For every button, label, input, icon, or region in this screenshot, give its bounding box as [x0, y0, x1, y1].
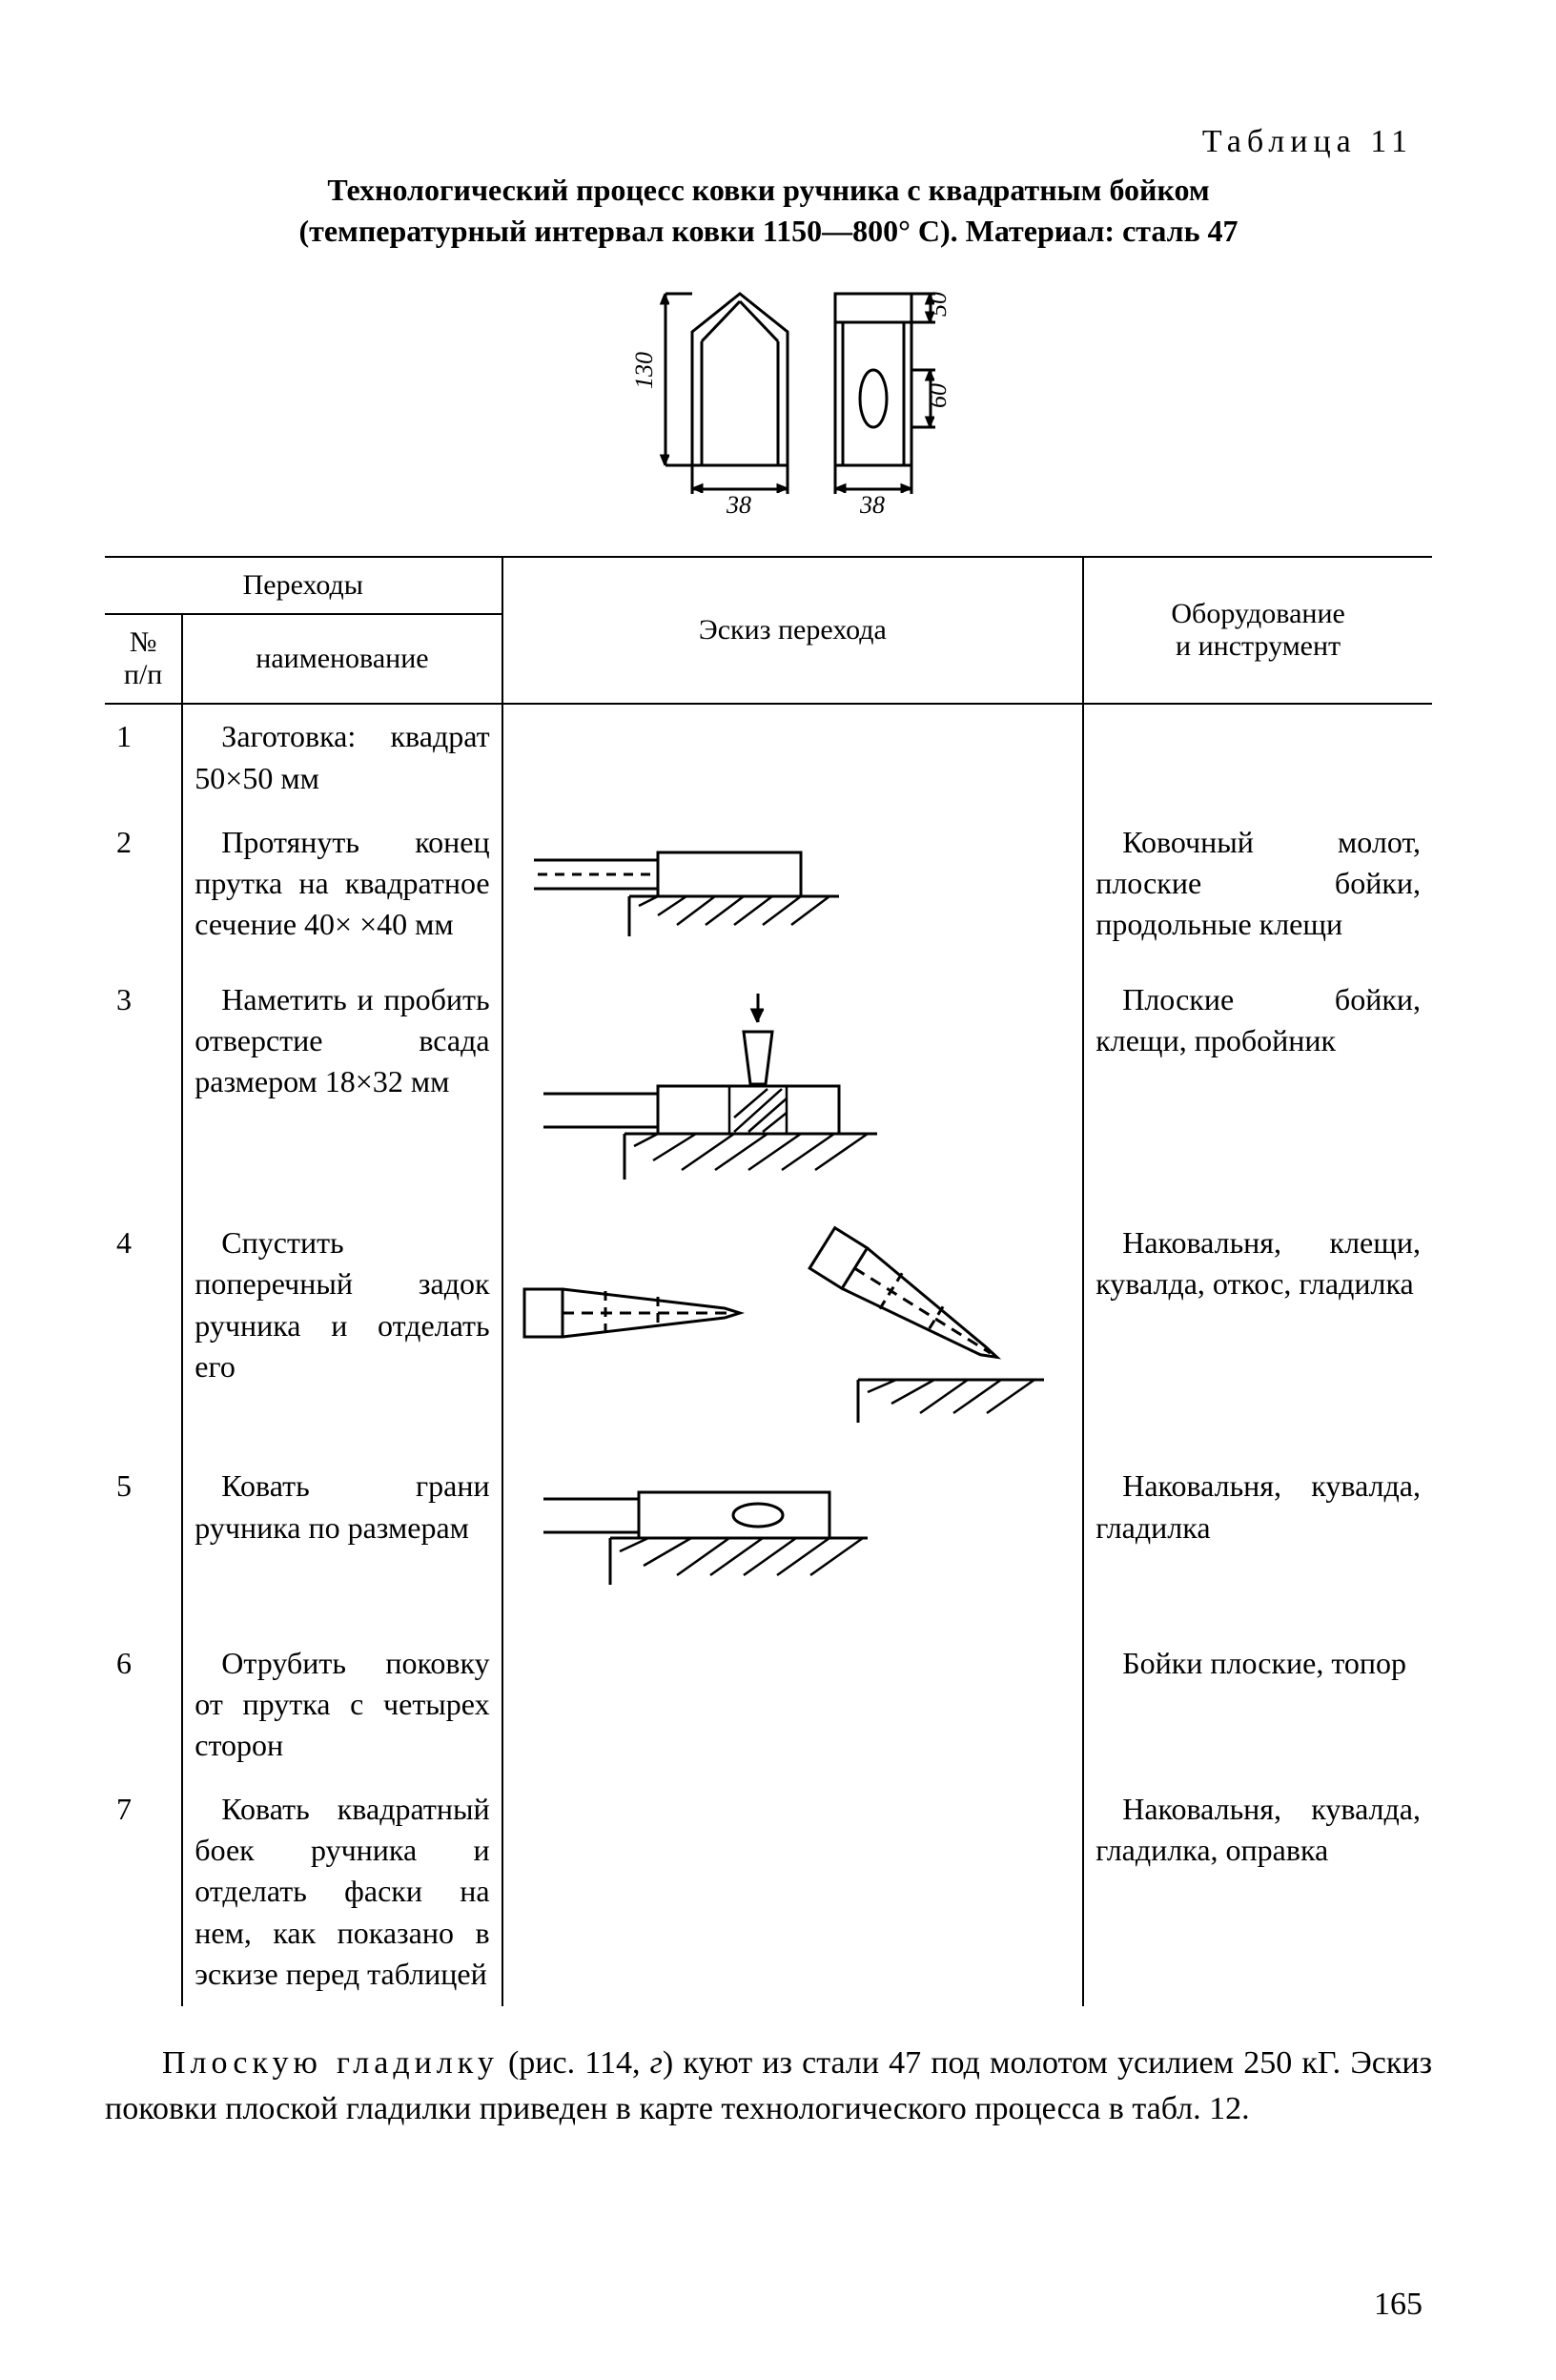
- row-sketch: [502, 1211, 1084, 1454]
- row-name: Ковать квадратный боек ручника и отделат…: [182, 1777, 502, 2006]
- table-label: Таблица 11: [105, 124, 1432, 160]
- row-name: Ковать грани ручника по размерам: [182, 1454, 502, 1631]
- dim-38-right: 38: [859, 491, 885, 519]
- dim-130: 130: [630, 352, 658, 389]
- row-sketch: [502, 1454, 1084, 1631]
- row-sketch: [502, 1631, 1084, 1778]
- table-row: 2Протянуть конец прутка на квадратное се…: [105, 810, 1432, 968]
- dim-50: 50: [924, 292, 952, 317]
- row-tool: Наковальня, кувалда, гладилка: [1083, 1454, 1432, 1631]
- bottom-paragraph: Плоскую гладилку (рис. 114, г) куют из с…: [105, 2041, 1432, 2131]
- table-row: 1Заготовка: квадрат 50×50 мм: [105, 704, 1432, 810]
- row-sketch: [502, 1777, 1084, 2006]
- row-number: 6: [105, 1631, 182, 1778]
- row-name: Наметить и пробить отверстие всада разме…: [182, 968, 502, 1211]
- header-name: наименование: [182, 614, 502, 704]
- dim-38-left: 38: [726, 491, 751, 519]
- row-name: Спустить поперечный задок ручника и отде…: [182, 1211, 502, 1454]
- row-tool: Наковальня, кувалда, гладилка, оправка: [1083, 1777, 1432, 2006]
- header-no: № п/п: [105, 614, 182, 704]
- row-name: Протянуть конец прутка на квадратное сеч…: [182, 810, 502, 968]
- table-row: 6Отрубить поковку от прутка с четырех ст…: [105, 1631, 1432, 1778]
- header-tool: Оборудование и инструмент: [1083, 557, 1432, 704]
- row-number: 4: [105, 1211, 182, 1454]
- page-number: 165: [1374, 2287, 1423, 2323]
- table-row: 3Наметить и пробить отверстие всада разм…: [105, 968, 1432, 1211]
- row-tool: Плоские бойки, клещи, пробойник: [1083, 968, 1432, 1211]
- row-number: 7: [105, 1777, 182, 2006]
- row-name: Отрубить поковку от прутка с четырех сто…: [182, 1631, 502, 1778]
- row-tool: Ковочный молот, плоские бойки, продольны…: [1083, 810, 1432, 968]
- title-line-2: (температурный интервал ковки 1150—800° …: [298, 214, 1238, 248]
- header-sketch: Эскиз перехода: [502, 557, 1084, 704]
- row-number: 5: [105, 1454, 182, 1631]
- row-tool: Наковальня, клещи, кувалда, откос, глади…: [1083, 1211, 1432, 1454]
- table-row: 7Ковать квадратный боек ручника и отдела…: [105, 1777, 1432, 2006]
- page-title: Технологический процесс ковки ручника с …: [105, 170, 1432, 252]
- process-tbody: 1Заготовка: квадрат 50×50 мм2Протянуть к…: [105, 704, 1432, 2006]
- row-sketch: [502, 968, 1084, 1211]
- table-row: 5Ковать грани ручника по размерам Накова…: [105, 1454, 1432, 1631]
- row-number: 1: [105, 704, 182, 810]
- title-line-1: Технологический процесс ковки ручника с …: [327, 173, 1209, 207]
- row-sketch: [502, 704, 1084, 810]
- page: Таблица 11 Технологический процесс ковки…: [0, 0, 1556, 2380]
- row-tool: Бойки плоские, топор: [1083, 1631, 1432, 1778]
- row-sketch: [502, 810, 1084, 968]
- process-table: Переходы Эскиз перехода Оборудование и и…: [105, 556, 1432, 2006]
- row-number: 3: [105, 968, 182, 1211]
- header-transitions: Переходы: [105, 557, 502, 614]
- top-diagram: 130 38: [105, 275, 1432, 527]
- dim-60: 60: [924, 383, 952, 408]
- row-name: Заготовка: квадрат 50×50 мм: [182, 704, 502, 810]
- row-number: 2: [105, 810, 182, 968]
- table-row: 4Спустить поперечный задок ручника и отд…: [105, 1211, 1432, 1454]
- row-tool: [1083, 704, 1432, 810]
